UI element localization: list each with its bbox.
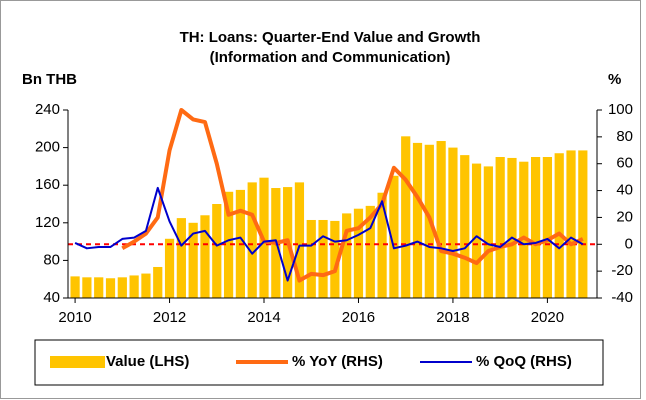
bar: [389, 175, 399, 298]
bar: [318, 219, 328, 298]
bar: [353, 208, 364, 298]
y-axis-label: Bn THB: [22, 71, 77, 88]
bar: [495, 157, 505, 298]
bar: [294, 182, 305, 298]
bar: [176, 218, 186, 298]
y2-tick-label: 20: [616, 208, 633, 225]
bar: [212, 204, 222, 298]
bar: [460, 155, 470, 298]
bar: [401, 136, 411, 298]
y2-tick-label: 80: [616, 128, 633, 145]
bar: [483, 166, 493, 298]
bar: [342, 213, 352, 298]
x-tick-label: 2010: [58, 309, 91, 326]
bar: [153, 266, 163, 298]
bar: [70, 276, 80, 298]
bar: [82, 277, 92, 298]
bar: [507, 157, 517, 298]
bar: [519, 161, 529, 298]
bar: [578, 150, 588, 298]
bar: [164, 238, 175, 298]
x-tick-label: 2014: [247, 309, 280, 326]
x-tick-label: 2020: [531, 309, 564, 326]
y2-tick-label: -40: [611, 289, 633, 306]
bar: [117, 277, 127, 298]
y2-tick-label: -20: [611, 262, 633, 279]
legend-label: % QoQ (RHS): [476, 353, 572, 370]
bar: [129, 275, 139, 298]
bar: [436, 141, 446, 298]
bar: [448, 147, 458, 298]
x-tick-label: 2012: [153, 309, 186, 326]
bar: [554, 153, 564, 298]
y2-tick-label: 100: [608, 101, 633, 118]
y2-tick-label: 40: [616, 182, 633, 199]
y-tick-label: 80: [43, 251, 60, 268]
line: [74, 186, 584, 282]
y-tick-label: 120: [35, 214, 60, 231]
line: [121, 108, 584, 283]
bar: [412, 142, 423, 298]
y-tick-label: 200: [35, 139, 60, 156]
y-tick-label: 40: [43, 289, 60, 306]
bar: [223, 191, 234, 298]
legend-swatch: [50, 356, 105, 368]
bar: [105, 278, 116, 298]
bar: [566, 150, 576, 298]
bar: [94, 277, 104, 298]
x-tick-label: 2018: [436, 309, 469, 326]
bar: [141, 273, 151, 298]
bar: [247, 182, 257, 298]
x-tick-label: 2016: [342, 309, 375, 326]
bar: [377, 192, 387, 298]
bar: [471, 163, 482, 298]
legend-label: % YoY (RHS): [292, 353, 383, 370]
y-tick-label: 240: [35, 101, 60, 118]
bar: [306, 219, 316, 298]
bar: [542, 157, 553, 298]
bar: [530, 157, 541, 298]
y-tick-label: 160: [35, 176, 60, 193]
y2-axis-label: %: [608, 71, 621, 88]
legend-label: Value (LHS): [106, 353, 189, 370]
y2-tick-label: 60: [616, 155, 633, 172]
legend-box: [34, 339, 604, 386]
chart-title: (Information and Communication): [210, 49, 451, 66]
bar: [188, 222, 198, 298]
chart-title: TH: Loans: Quarter-End Value and Growth: [180, 29, 481, 46]
bar: [330, 220, 340, 298]
bar: [365, 205, 375, 298]
y2-tick-label: 0: [625, 235, 633, 252]
bar: [200, 215, 210, 298]
